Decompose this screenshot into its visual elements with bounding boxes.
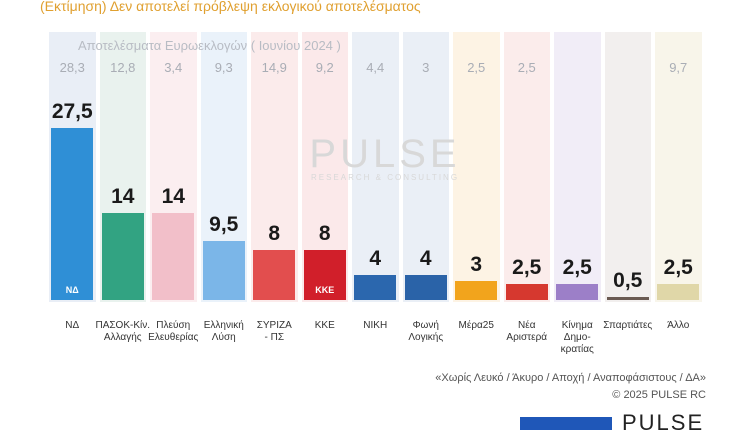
bar-value-label: 14: [111, 184, 135, 208]
bar-value-label: 8: [268, 222, 281, 245]
category-label: ΝΙΚΗ: [363, 320, 388, 331]
kke-logo: ΚΚΕ: [315, 285, 335, 295]
column-background: [503, 32, 550, 302]
plefsi-logo: [155, 282, 191, 298]
euro-result-value: 12,8: [110, 60, 136, 75]
bar-value-label: 0,5: [613, 268, 643, 292]
bar-value-label: 2,5: [663, 256, 693, 280]
category-label: ΣΥΡΙΖΑ - ΠΣ: [256, 320, 292, 343]
pulse-brand: PULSE: [622, 410, 705, 435]
column-background: [655, 32, 702, 302]
bar: [354, 275, 397, 300]
bar: [303, 250, 346, 300]
bar-value-label: 2,5: [512, 256, 542, 280]
euro-result-value: 14,9: [261, 60, 287, 75]
spartiates-logo: [610, 294, 646, 298]
category-label: Σπαρτιάτες: [603, 320, 653, 331]
bar-value-label: 4: [369, 247, 382, 270]
category-label: Μέρα25: [458, 320, 494, 331]
euro-elections-title: Αποτελέσματα Ευρωεκλογών ( Ιουνίου 2024 …: [78, 38, 341, 53]
category-label: ΝΔ: [65, 320, 80, 331]
bar: [202, 240, 245, 300]
bar: [51, 128, 94, 300]
euro-result-value: 28,3: [59, 60, 85, 75]
bar-value-label: 4: [419, 247, 432, 270]
bar-value-label: 27,5: [51, 100, 93, 124]
bar: [455, 281, 498, 300]
elliniki-lysi-logo: [206, 282, 242, 298]
euro-result-value: 9,3: [214, 60, 233, 75]
copyright: © 2025 PULSE RC: [612, 389, 706, 401]
category-label: Άλλο: [667, 320, 690, 331]
category-label: Κίνημα Δημο-κρατίας: [560, 320, 594, 355]
euro-result-value: 2,5: [517, 60, 536, 75]
chart-subtitle: (Εκτίμηση) Δεν αποτελεί πρόβλεψη εκλογικ…: [40, 0, 421, 14]
bar: [404, 275, 447, 300]
nea-aristera-logo: [509, 282, 545, 298]
partner-logo: [520, 417, 612, 430]
mera25-logo: [458, 282, 494, 298]
column-background: [604, 32, 651, 302]
category-label: Φωνή Λογικής: [408, 320, 444, 343]
bar-value-label: 3: [470, 253, 483, 277]
bar-value-label: 8: [318, 222, 331, 245]
category-label: Πλεύση Ελευθερίας: [148, 320, 199, 343]
bar-value-label: 2,5: [562, 256, 592, 280]
bar: [657, 284, 700, 300]
column-background: [352, 32, 399, 302]
category-label: ΚΚΕ: [314, 320, 335, 331]
bar: [556, 284, 599, 300]
euro-result-value: 9,2: [315, 60, 334, 75]
foni-logikis-logo: [408, 282, 444, 298]
column-background: [402, 32, 449, 302]
category-label: ΠΑΣΟΚ-Κίν. Αλλαγής: [95, 320, 151, 343]
niki-logo: [357, 282, 393, 298]
column-background: [554, 32, 601, 302]
allo-bar: [660, 282, 696, 298]
bar: [505, 284, 548, 300]
syriza-logo: [256, 282, 292, 298]
euro-result-value: 9,7: [669, 60, 688, 75]
bar-value-label: 14: [161, 184, 185, 208]
euro-result-value: 2,5: [467, 60, 486, 75]
nd-logo: ΝΔ: [65, 285, 79, 295]
category-label: Ελληνική Λύση: [203, 320, 244, 343]
bar: [253, 250, 296, 300]
column-background: [453, 32, 500, 302]
kinima-dimokratias-logo: [559, 282, 595, 298]
euro-result-value: 3,4: [164, 60, 183, 75]
footnote: «Χωρίς Λευκό / Άκυρο / Αποχή / Αναποφάσι…: [435, 372, 706, 384]
bar-value-label: 9,5: [209, 212, 239, 236]
euro-result-value: 4,4: [366, 60, 385, 75]
bar: [101, 212, 144, 300]
category-label: Νέα Αριστερά: [506, 320, 548, 343]
bar: [152, 212, 195, 300]
euro-result-value: 3: [422, 60, 430, 75]
bar: [606, 296, 649, 300]
pasok-logo: [105, 282, 141, 298]
